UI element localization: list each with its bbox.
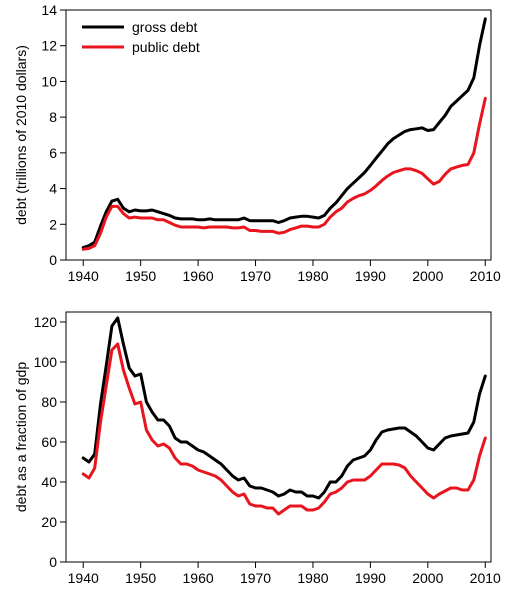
y-tick-label: 2 [49,216,57,232]
x-tick-label: 1980 [297,570,328,586]
y-axis-title: debt as a fraction of gdp [13,362,29,512]
y-tick-label: 0 [49,252,57,268]
legend-label: public debt [132,39,200,55]
x-tick-label: 1950 [125,268,156,284]
y-tick-label: 80 [41,394,57,410]
y-tick-label: 14 [41,2,57,18]
x-tick-label: 1960 [183,570,214,586]
public-debt-line [81,342,487,516]
x-tick-label: 2010 [470,268,501,284]
y-tick-label: 4 [49,181,57,197]
y-tick-label: 0 [49,554,57,570]
y-tick-label: 120 [34,314,58,330]
public-debt-line [81,96,487,251]
plot-frame [65,9,492,261]
x-tick-label: 1970 [240,570,271,586]
y-tick-label: 40 [41,474,57,490]
y-tick-label: 20 [41,514,57,530]
debt-to-gdp-panel: 0 20 40 60 80 100 120 1940 1950 1960 1970 1980 1990 2… [13,311,501,586]
y-tick-label: 12 [41,38,57,54]
y-tick-label: 100 [34,354,58,370]
x-tick-label: 1990 [355,268,386,284]
x-tick-label: 2010 [470,570,501,586]
y-tick-label: 6 [49,145,57,161]
x-tick-label: 1980 [297,268,328,284]
x-tick-label: 1940 [68,570,99,586]
y-tick-label: 60 [41,434,57,450]
x-tick-label: 2000 [412,268,443,284]
gross-debt-line [81,316,487,500]
y-tick-label: 10 [41,73,57,89]
gross-public-debt-panel: 0 2 4 6 8 10 12 14 1940 1950 1960 1970 1980 1990 2000 2… [13,2,501,284]
x-tick-label: 2000 [412,570,443,586]
plot-frame [65,311,492,563]
x-tick-label: 1940 [68,268,99,284]
x-tick-label: 1990 [355,570,386,586]
y-tick-label: 8 [49,109,57,125]
x-tick-label: 1950 [125,570,156,586]
legend-label: gross debt [132,19,197,35]
y-axis-title: debt (trillions of 2010 dollars) [13,45,29,225]
x-tick-label: 1970 [240,268,271,284]
gross-debt-line [81,17,487,249]
x-tick-label: 1960 [183,268,214,284]
